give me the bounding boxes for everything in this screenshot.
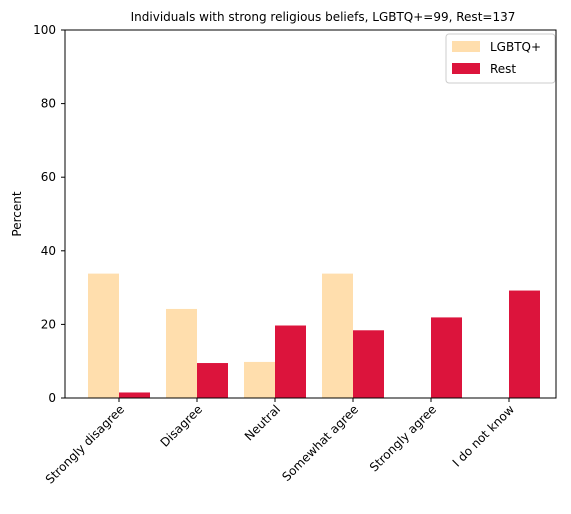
chart-title: Individuals with strong religious belief… — [131, 10, 516, 24]
bar-lgbtq-1 — [166, 308, 197, 398]
bar-lgbtq-2 — [244, 361, 275, 398]
x-axis-ticks: Strongly disagree Disagree NeutralSomewhat… — [43, 398, 518, 487]
y-tick-label: 0 — [48, 391, 56, 405]
bar-rest-2 — [275, 325, 306, 398]
x-tick-label: Strongly disagree — [43, 402, 127, 486]
y-tick-label: 20 — [41, 317, 56, 331]
x-tick-label: Strongly agree — [367, 402, 439, 474]
x-tick-label: Somewhat agree — [279, 402, 361, 484]
bar-rest-1 — [197, 363, 228, 398]
y-axis-ticks: 0 20 40 60 80 100 — [33, 23, 65, 405]
plot-frame — [64, 29, 557, 399]
bars-group — [88, 273, 540, 398]
legend-label-lgbtq: LGBTQ+ — [490, 40, 541, 54]
y-tick-label: 80 — [41, 97, 56, 111]
y-tick-label: 100 — [33, 23, 56, 37]
bar-lgbtq-3 — [322, 273, 353, 398]
legend: LGBTQ+ Rest — [445, 33, 556, 84]
x-tick-label: I do not know — [450, 402, 518, 470]
legend-swatch-lgbtq — [452, 41, 480, 52]
y-tick-label: 60 — [41, 170, 56, 184]
bar-lgbtq-0 — [88, 273, 119, 398]
y-tick-label: 40 — [41, 244, 56, 258]
x-tick-label: Neutral — [242, 402, 283, 443]
bar-rest-4 — [431, 317, 462, 398]
legend-label-rest: Rest — [490, 62, 516, 76]
x-tick-label: Disagree — [158, 402, 206, 450]
y-axis-label: Percent — [10, 191, 24, 236]
bar-rest-3 — [353, 330, 384, 398]
legend-swatch-rest — [452, 63, 480, 74]
bar-rest-5 — [509, 290, 540, 398]
bar-rest-0 — [119, 392, 150, 398]
